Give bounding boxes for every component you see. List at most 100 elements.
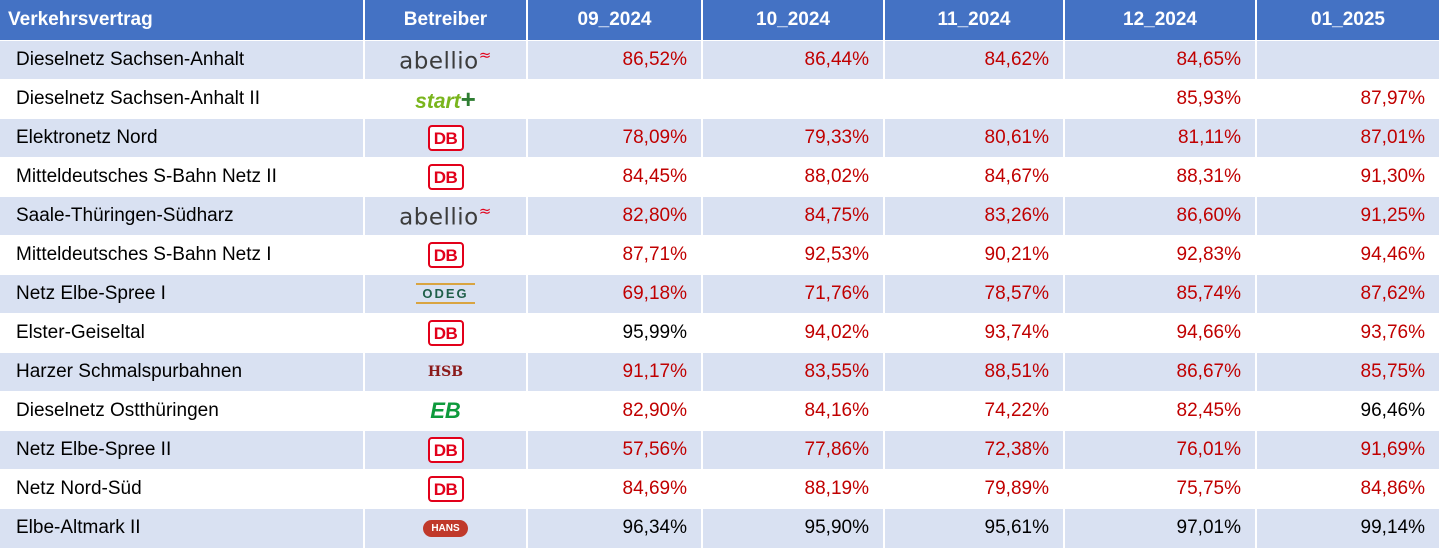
- value-cell: 72,38%: [884, 430, 1065, 470]
- value-cell: 88,19%: [702, 469, 885, 509]
- contract-name: Netz Nord-Süd: [0, 469, 365, 509]
- contract-name: Netz Elbe-Spree II: [0, 430, 365, 470]
- value-cell: 83,26%: [884, 196, 1065, 236]
- value-cell: 80,61%: [884, 118, 1065, 158]
- value-cell: 94,02%: [702, 313, 885, 353]
- value-cell: [702, 79, 885, 119]
- table-row: Saale-Thüringen-Südharz abellio≈ 82,80% 84,…: [0, 196, 1440, 236]
- value-cell: 84,86%: [1256, 469, 1440, 509]
- contract-name: Dieselnetz Sachsen-Anhalt: [0, 40, 365, 80]
- value-cell: 78,09%: [527, 118, 703, 158]
- operator-cell: HANS: [364, 508, 528, 548]
- value-cell: 91,25%: [1256, 196, 1440, 236]
- value-cell: 90,21%: [884, 235, 1065, 275]
- operator-cell: start+: [364, 79, 528, 119]
- value-cell: 99,14%: [1256, 508, 1440, 548]
- eb-logo: EB: [430, 398, 461, 423]
- value-cell: 77,86%: [702, 430, 885, 470]
- value-cell: [527, 79, 703, 119]
- operator-cell: DB: [364, 469, 528, 509]
- table-row: Harzer Schmalspurbahnen HSB 91,17% 83,55% 88…: [0, 352, 1440, 392]
- value-cell: 88,02%: [702, 157, 885, 197]
- value-cell: 91,17%: [527, 352, 703, 392]
- value-cell: 81,11%: [1064, 118, 1257, 158]
- value-cell: 84,45%: [527, 157, 703, 197]
- value-cell: 84,67%: [884, 157, 1065, 197]
- value-cell: 78,57%: [884, 274, 1065, 314]
- contract-name: Dieselnetz Sachsen-Anhalt II: [0, 79, 365, 119]
- db-logo: DB: [427, 242, 464, 268]
- value-cell: 87,97%: [1256, 79, 1440, 119]
- value-cell: 85,93%: [1064, 79, 1257, 119]
- value-cell: 93,76%: [1256, 313, 1440, 353]
- start-logo: start+: [415, 83, 476, 114]
- header-10-2024: 10_2024: [702, 0, 885, 41]
- value-cell: 82,80%: [527, 196, 703, 236]
- value-cell: 84,62%: [884, 40, 1065, 80]
- table-body: Dieselnetz Sachsen-Anhalt abellio≈ 86,52% 8…: [0, 40, 1440, 548]
- value-cell: 91,30%: [1256, 157, 1440, 197]
- contract-name: Mitteldeutsches S-Bahn Netz I: [0, 235, 365, 275]
- operator-cell: EB: [364, 391, 528, 431]
- value-cell: 95,99%: [527, 313, 703, 353]
- value-cell: 87,01%: [1256, 118, 1440, 158]
- value-cell: 88,31%: [1064, 157, 1257, 197]
- value-cell: 86,44%: [702, 40, 885, 80]
- db-logo: DB: [427, 476, 464, 502]
- value-cell: 86,67%: [1064, 352, 1257, 392]
- value-cell: 82,45%: [1064, 391, 1257, 431]
- value-cell: 79,89%: [884, 469, 1065, 509]
- header-01-2025: 01_2025: [1256, 0, 1440, 41]
- value-cell: 84,69%: [527, 469, 703, 509]
- value-cell: 69,18%: [527, 274, 703, 314]
- table-row: Netz Elbe-Spree II DB 57,56% 77,86% 72,38% 76…: [0, 430, 1440, 470]
- contract-name: Elektronetz Nord: [0, 118, 365, 158]
- value-cell: 86,52%: [527, 40, 703, 80]
- value-cell: 83,55%: [702, 352, 885, 392]
- table-row: Netz Nord-Süd DB 84,69% 88,19% 79,89% 75,75% 8…: [0, 469, 1440, 509]
- value-cell: 82,90%: [527, 391, 703, 431]
- operator-cell: ODEG: [364, 274, 528, 314]
- value-cell: 71,76%: [702, 274, 885, 314]
- contract-name: Harzer Schmalspurbahnen: [0, 352, 365, 392]
- contract-name: Elbe-Altmark II: [0, 508, 365, 548]
- operator-cell: DB: [364, 157, 528, 197]
- operator-cell: abellio≈: [364, 196, 528, 236]
- value-cell: 86,60%: [1064, 196, 1257, 236]
- header-12-2024: 12_2024: [1064, 0, 1257, 41]
- odeg-logo: ODEG: [416, 283, 475, 305]
- value-cell: 79,33%: [702, 118, 885, 158]
- header-11-2024: 11_2024: [884, 0, 1065, 41]
- header-row: Verkehrsvertrag Betreiber 09_2024 10_202…: [0, 0, 1440, 41]
- operator-cell: DB: [364, 313, 528, 353]
- table-row: Mitteldeutsches S-Bahn Netz II DB 84,45% 88…: [0, 157, 1440, 197]
- contract-name: Netz Elbe-Spree I: [0, 274, 365, 314]
- value-cell: 93,74%: [884, 313, 1065, 353]
- value-cell: 84,65%: [1064, 40, 1257, 80]
- table-row: Elbe-Altmark II HANS 96,34% 95,90% 95,61% 97,…: [0, 508, 1440, 548]
- hsb-logo: HSB: [427, 363, 464, 380]
- value-cell: 87,71%: [527, 235, 703, 275]
- db-logo: DB: [427, 320, 464, 346]
- db-logo: DB: [427, 437, 464, 463]
- value-cell: 87,62%: [1256, 274, 1440, 314]
- value-cell: 84,16%: [702, 391, 885, 431]
- header-09-2024: 09_2024: [527, 0, 703, 41]
- table-row: Elster-Geiseltal DB 95,99% 94,02% 93,74% 94,6…: [0, 313, 1440, 353]
- operator-cell: DB: [364, 118, 528, 158]
- value-cell: 75,75%: [1064, 469, 1257, 509]
- table-row: Netz Elbe-Spree I ODEG 69,18% 71,76% 78,57% 8…: [0, 274, 1440, 314]
- contract-name: Dieselnetz Ostthüringen: [0, 391, 365, 431]
- table-row: Dieselnetz Sachsen-Anhalt abellio≈ 86,52% 8…: [0, 40, 1440, 80]
- hans-logo: HANS: [423, 519, 468, 537]
- db-logo: DB: [427, 125, 464, 151]
- value-cell: 96,46%: [1256, 391, 1440, 431]
- contract-name: Elster-Geiseltal: [0, 313, 365, 353]
- value-cell: 96,34%: [527, 508, 703, 548]
- value-cell: 74,22%: [884, 391, 1065, 431]
- table-row: Elektronetz Nord DB 78,09% 79,33% 80,61% 81,1…: [0, 118, 1440, 158]
- value-cell: 57,56%: [527, 430, 703, 470]
- value-cell: 92,83%: [1064, 235, 1257, 275]
- value-cell: 97,01%: [1064, 508, 1257, 548]
